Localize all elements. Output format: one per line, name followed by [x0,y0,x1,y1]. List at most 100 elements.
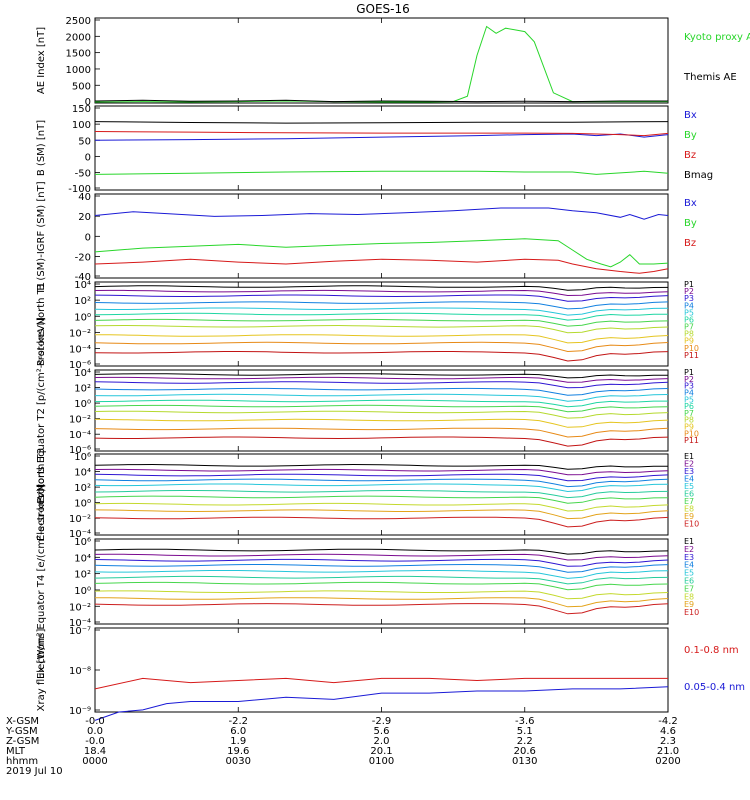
legend-entry: Bx [684,110,697,121]
y-tick-label: 10⁰ [74,499,91,510]
legend-entry: P6 [684,402,694,411]
legend-entry: Bmag [684,170,713,181]
y-tick-label: -20 [75,252,91,263]
legend-entry: E8 [684,592,694,601]
legend-entry: P9 [684,337,694,346]
footer-value: -3.6 [515,716,535,727]
legend-entry: P2 [684,287,694,296]
footer-value: 5.1 [517,726,533,737]
footer-value: 0130 [512,756,537,767]
legend-entry: 0.05-0.4 nm [684,682,745,693]
series-line [94,131,669,137]
legend-entry: E7 [684,497,694,506]
channel-line [94,399,668,408]
channel-line [94,307,669,316]
legend-entry: P9 [684,423,694,432]
legend-entry: P3 [684,294,694,303]
y-tick-label: -40 [75,272,91,283]
y-tick-label: 10⁻² [69,602,91,613]
legend-entry: P5 [684,308,694,317]
y-tick-label: 10⁻² [69,328,91,339]
footer-value: 2.3 [660,736,676,747]
footer-value: 2.2 [517,736,533,747]
legend-entry: P4 [684,388,694,397]
y-axis-label: Protons Equator T2 [p/(cm²-s-sr-keV)] [36,317,47,504]
y-tick-label: 10⁻² [69,415,91,426]
footer-value: 19.6 [227,746,249,757]
legend-entry: 0.1-0.8 nm [684,645,739,656]
panel-3: 40 20 0 -20 -40 B (SM)-IGRF (SM) [nT] Bx By Bz [36,181,697,290]
panel-frame [94,281,669,367]
legend-entry: Bx [684,198,697,209]
legend-entry: E3 [684,553,694,562]
legend-entry: P11 [684,436,699,445]
footer-label: Y-GSM [5,726,38,737]
channel-line [94,289,669,297]
legend-entry: E5 [684,569,694,578]
channel-line [94,341,669,353]
y-tick-label: 10⁻⁸ [69,666,91,677]
channel-line [94,483,669,493]
y-axis-label: Protons North T1 [36,282,47,366]
panel-8: 10⁻⁷ 10⁻⁸ 10⁻⁹ Xray flux [W/m²] 0.1-0.8 nm 0.… [36,626,745,721]
y-tick-label: 10⁻⁶ [69,360,91,371]
channel-line [94,318,669,327]
footer-value: 20.6 [514,746,536,757]
footer-value: 0200 [655,756,680,767]
y-tick-label: 10⁶ [74,537,91,548]
footer-value: -2.9 [372,716,392,727]
legend-entry: Bz [684,238,696,249]
footer-label: MLT [6,746,26,757]
footer-value: -0.0 [85,716,105,727]
y-tick-label: 10⁰ [74,586,91,597]
channel-line [94,509,669,520]
footer-value: 0100 [369,756,394,767]
panel-5: 10⁴ 10² 10⁰ 10⁻² 10⁻⁴ 10⁻⁶ Protons Equator T2 … [36,317,699,504]
channel-line [94,410,669,419]
legend-entry: P7 [684,409,694,418]
y-axis-label: Electrons North T3 [36,448,47,541]
y-tick-label: 10⁻⁴ [69,430,91,441]
channel-line [94,575,669,585]
y-tick-label: 10⁶ [74,452,91,463]
y-axis-label: Electrons Equator T4 [e/(cm²-s-sr-keV)] [36,484,47,679]
series-line [94,238,669,268]
channel-line [94,558,669,567]
y-tick-label: 10⁻⁴ [69,345,91,356]
footer-value: 0000 [82,756,107,767]
legend-entry: P1 [684,368,694,377]
y-tick-label: 10⁻⁶ [69,445,91,456]
channel-line [94,603,669,615]
series-line [94,99,668,103]
channel-line [94,590,669,600]
footer-value: 20.1 [370,746,392,757]
y-tick-label: 0 [85,97,91,108]
y-tick-label: -50 [75,169,91,180]
footer-value: 18.4 [84,746,106,757]
y-tick-label: 10⁰ [74,399,91,410]
footer-value: -4.2 [658,716,678,727]
y-axis-label: AE Index [nT] [36,27,47,94]
legend-entry: By [684,218,697,229]
legend-entry: Bz [684,150,696,161]
legend-entry: By [684,130,697,141]
panel-6: 10⁶ 10⁴ 10² 10⁰ 10⁻² 10⁻⁴ Electrons North T3 E1… [36,448,699,541]
legend-entry: P4 [684,301,694,310]
channel-line [94,312,669,321]
legend-entry: E2 [684,460,694,469]
channel-line [94,351,669,362]
legend-entry: Themis AE [683,72,737,83]
y-axis-label: B (SM)-IGRF (SM) [nT] [36,181,47,290]
footer-value: 4.6 [660,726,676,737]
panel-frame [94,453,669,536]
legend-entry: E9 [684,512,694,521]
channel-line [94,404,669,413]
series-line [94,170,669,175]
legend-entry: E5 [684,482,694,491]
channel-line [94,495,669,504]
legend-entry: E3 [684,467,694,476]
y-tick-label: 1000 [66,65,91,76]
channel-line [94,381,669,389]
legend-entry: P1 [684,280,694,289]
footer-value: 0030 [226,756,251,767]
